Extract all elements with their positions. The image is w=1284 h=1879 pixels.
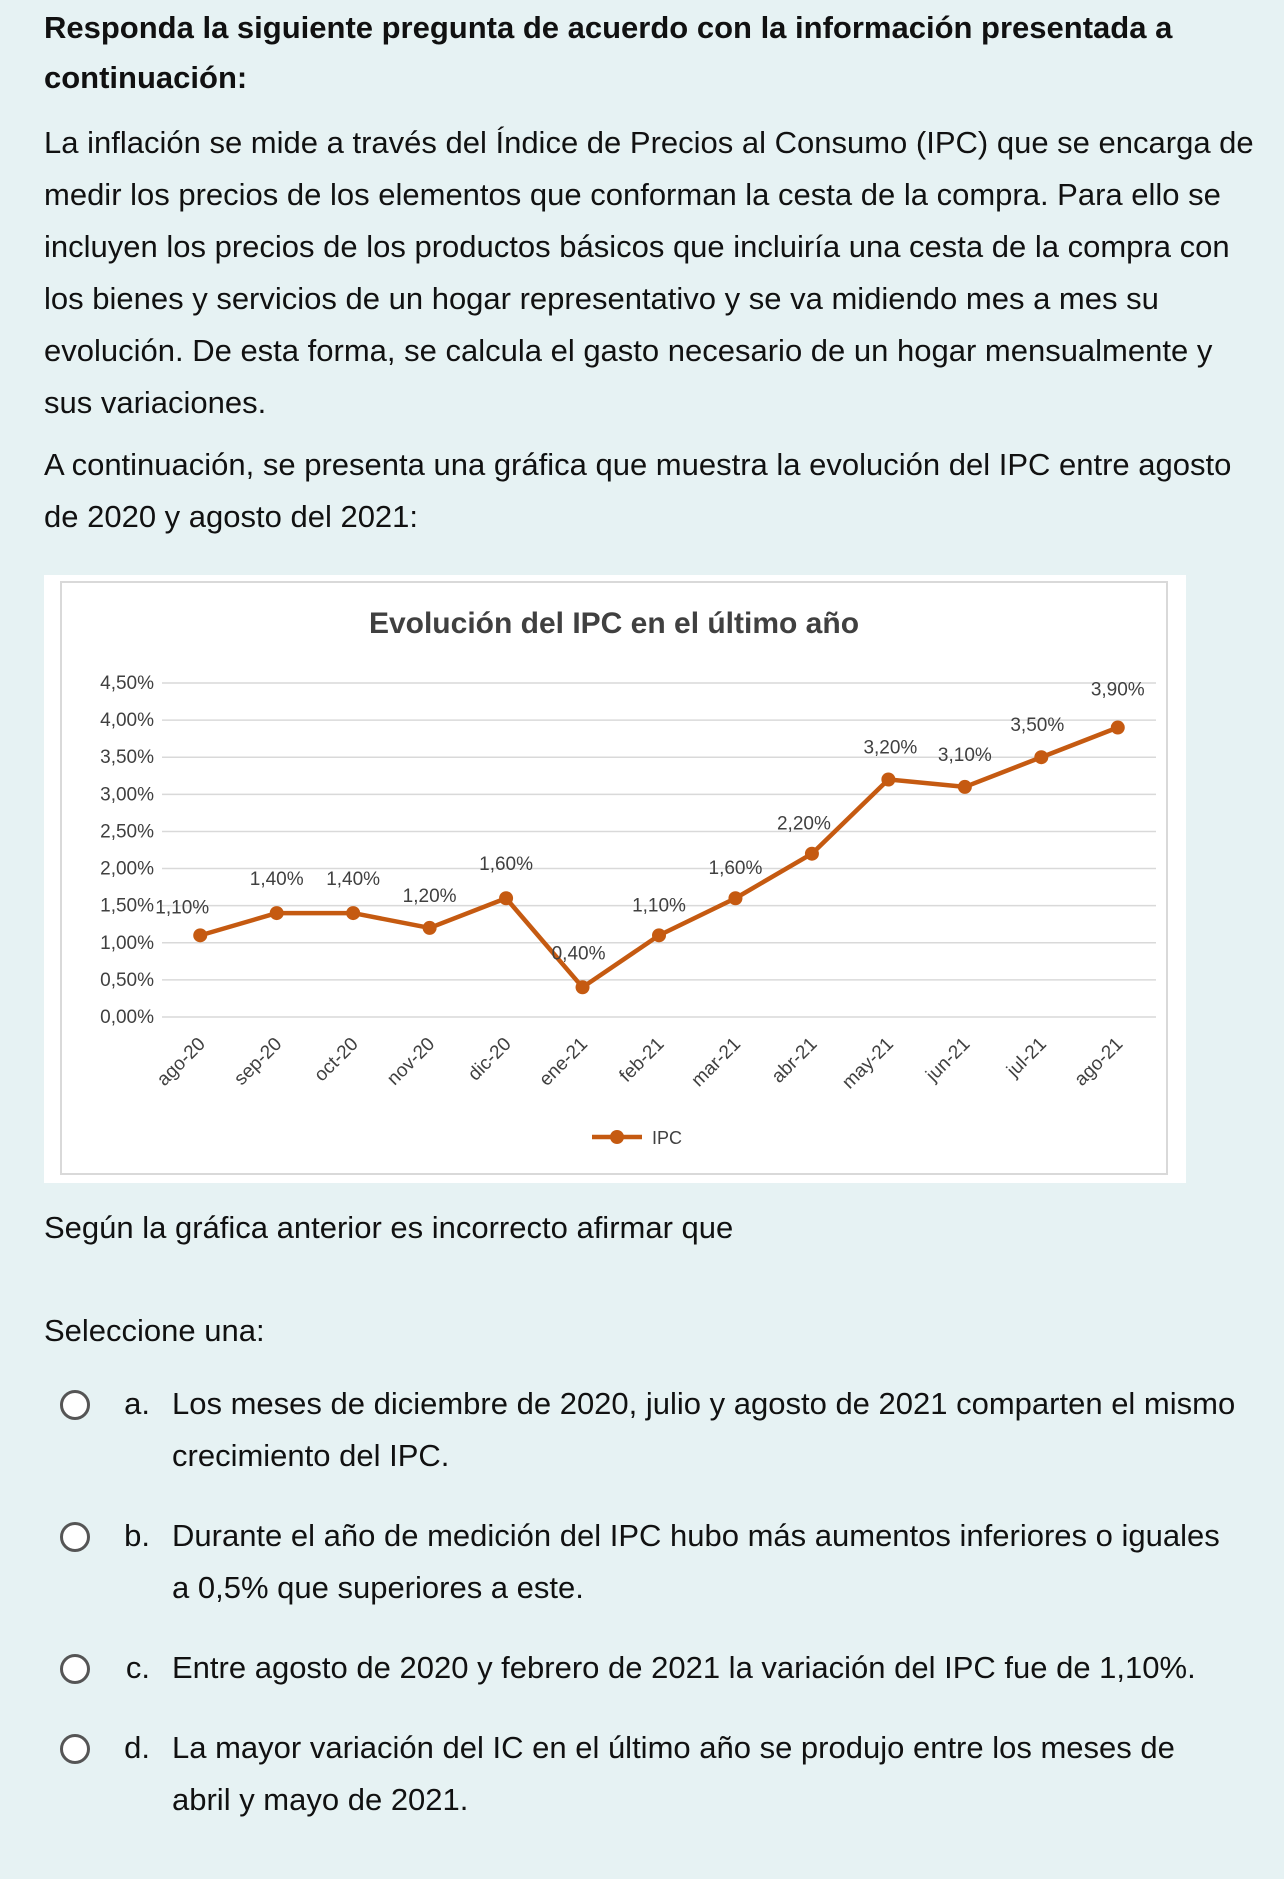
option-letter: a.: [124, 1386, 150, 1421]
question-prompt: Responda la siguiente pregunta de acuerd…: [44, 10, 1173, 95]
y-tick-label: 0,50%: [100, 970, 154, 991]
data-point: [499, 891, 514, 906]
data-label: 1,40%: [250, 869, 304, 890]
data-point: [422, 920, 437, 935]
option-text: Durante el año de medición del IPC hubo …: [172, 1518, 1220, 1605]
x-tick-label: ago-20: [153, 1034, 210, 1091]
data-label: 3,50%: [1010, 715, 1064, 736]
y-tick-label: 1,00%: [100, 933, 154, 954]
data-point: [881, 772, 896, 787]
chart-container: Evolución del IPC en el último año 0,00%…: [44, 575, 1186, 1183]
chart-intro-paragraph: A continuación, se presenta una gráfica …: [44, 447, 1232, 534]
option-text: La mayor variación del IC en el último a…: [172, 1730, 1175, 1817]
x-tick-label: nov-20: [383, 1034, 439, 1090]
data-point: [346, 906, 361, 921]
data-point: [957, 779, 972, 794]
x-tick-label: may-21: [838, 1034, 898, 1094]
option-d[interactable]: d. La mayor variación del IC en el últim…: [60, 1722, 1260, 1826]
option-text: Los meses de diciembre de 2020, julio y …: [172, 1386, 1236, 1473]
data-label: 3,10%: [938, 745, 992, 766]
x-tick-label: dic-20: [464, 1034, 515, 1085]
data-label: 1,40%: [326, 869, 380, 890]
radio-button-b[interactable]: [60, 1522, 90, 1552]
legend-swatch-marker: [610, 1130, 624, 1144]
radio-button-a[interactable]: [60, 1390, 90, 1420]
chart-frame: Evolución del IPC en el último año 0,00%…: [60, 581, 1168, 1175]
ipc-line-chart: Evolución del IPC en el último año 0,00%…: [100, 607, 1156, 1148]
x-tick-label: feb-21: [616, 1034, 669, 1087]
x-tick-label: abr-21: [768, 1034, 822, 1088]
option-a[interactable]: a. Los meses de diciembre de 2020, julio…: [60, 1378, 1260, 1482]
series-line-ipc: [199, 725, 1119, 990]
y-tick-label: 2,00%: [100, 859, 154, 880]
y-tick-label: 3,00%: [100, 784, 154, 805]
question-block: Responda la siguiente pregunta de acuerd…: [44, 0, 1259, 543]
y-tick-label: 0,00%: [100, 1007, 154, 1028]
data-point: [193, 928, 208, 943]
x-tick-label: mar-21: [688, 1034, 745, 1091]
data-label: 1,60%: [479, 854, 533, 875]
data-label: 1,10%: [632, 895, 686, 916]
radio-button-c[interactable]: [60, 1654, 90, 1684]
data-point: [575, 980, 590, 995]
y-tick-label: 4,00%: [100, 710, 154, 731]
data-point: [804, 846, 819, 861]
y-tick-label: 3,50%: [100, 747, 154, 768]
radio-button-d[interactable]: [60, 1734, 90, 1764]
x-tick-label: sep-20: [230, 1034, 286, 1090]
x-tick-label: ago-21: [1071, 1034, 1128, 1091]
intro-paragraph: La inflación se mide a través del Índice…: [44, 125, 1254, 420]
option-letter: d.: [124, 1730, 150, 1765]
data-label: 3,20%: [863, 737, 917, 758]
select-label: Seleccione una:: [44, 1313, 265, 1348]
chart-title: Evolución del IPC en el último año: [369, 607, 859, 640]
data-point: [269, 906, 284, 921]
data-point: [652, 928, 666, 943]
x-tick-label: ene-21: [535, 1034, 592, 1091]
answer-options: a. Los meses de diciembre de 2020, julio…: [60, 1378, 1260, 1854]
y-tick-label: 1,50%: [100, 896, 154, 917]
option-letter: c.: [125, 1650, 150, 1685]
data-label: 0,40%: [552, 943, 606, 964]
option-text: Entre agosto de 2020 y febrero de 2021 l…: [172, 1650, 1196, 1685]
x-tick-label: jun-21: [921, 1034, 974, 1087]
data-label: 1,60%: [709, 858, 763, 879]
data-label: 3,90%: [1091, 680, 1145, 701]
option-letter: b.: [124, 1518, 150, 1553]
y-tick-label: 2,50%: [100, 821, 154, 842]
option-c[interactable]: c. Entre agosto de 2020 y febrero de 202…: [60, 1642, 1260, 1694]
data-point: [728, 891, 743, 906]
question-stem: Según la gráfica anterior es incorrecto …: [44, 1210, 734, 1245]
y-tick-label: 4,50%: [100, 673, 154, 694]
data-label: 1,20%: [403, 886, 457, 907]
data-point: [1110, 720, 1125, 735]
data-label: 1,10%: [155, 897, 209, 918]
data-point: [1034, 750, 1049, 765]
x-tick-label: oct-20: [310, 1034, 362, 1086]
legend-label: IPC: [652, 1128, 682, 1148]
option-b[interactable]: b. Durante el año de medición del IPC hu…: [60, 1510, 1260, 1614]
x-tick-label: jul-21: [1002, 1034, 1050, 1082]
data-label: 2,20%: [777, 814, 831, 835]
